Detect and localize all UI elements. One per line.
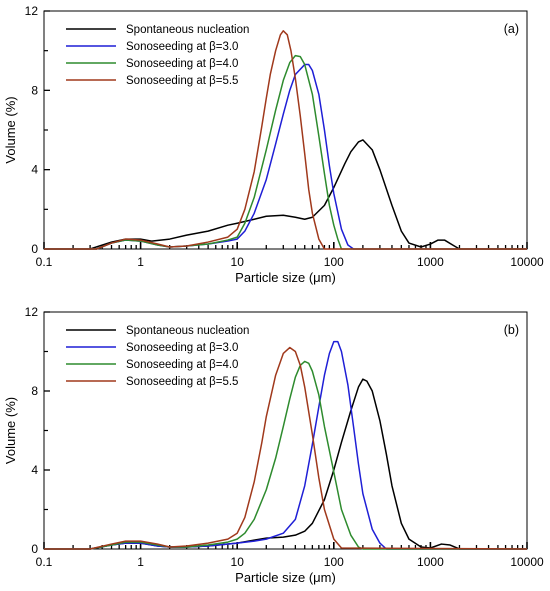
series-line-2 bbox=[44, 63, 527, 250]
legend-label: Sonoseeding at β=5.5 bbox=[126, 376, 238, 388]
legend-label: Sonoseeding at β=3.0 bbox=[126, 41, 238, 53]
plot-frame bbox=[43, 311, 528, 550]
plot-frame bbox=[43, 10, 528, 250]
y-tick-label: 12 bbox=[25, 305, 39, 319]
panel-b: 0.1 1 10 100 1000 10000 0 4 8 12 Particle size (μm… bbox=[3, 305, 544, 585]
x-axis-title: Particle size (μm) bbox=[235, 570, 336, 585]
panel-a: 0.1 1 10 100 1000 10000 0 4 8 12 Particle size (μm… bbox=[3, 4, 544, 285]
legend-label: Sonoseeding at β=3.0 bbox=[126, 342, 238, 354]
x-tick-label: 100 bbox=[324, 255, 344, 269]
series-line-3 bbox=[44, 360, 527, 550]
y-tick-label: 8 bbox=[31, 384, 38, 398]
legend-label: Sonoseeding at β=5.5 bbox=[126, 75, 238, 87]
y-tick-label: 4 bbox=[31, 463, 38, 477]
legend-label: Sonoseeding at β=4.0 bbox=[126, 359, 238, 371]
x-axis-title: Particle size (μm) bbox=[235, 270, 336, 285]
x-tick-label: 100 bbox=[324, 555, 344, 569]
x-tick-label: 1000 bbox=[417, 555, 444, 569]
y-tick-label: 0 bbox=[31, 242, 38, 256]
panel-label: (b) bbox=[504, 323, 519, 337]
x-tick-label: 10000 bbox=[510, 555, 544, 569]
series-line-1 bbox=[44, 139, 527, 250]
series-line-4 bbox=[44, 346, 528, 550]
x-tick-label: 10 bbox=[231, 255, 245, 269]
series-line-1 bbox=[44, 378, 527, 550]
series-line-2 bbox=[44, 340, 527, 550]
y-tick-label: 4 bbox=[31, 163, 38, 177]
x-tick-label: 10000 bbox=[510, 255, 544, 269]
panel-label: (a) bbox=[504, 22, 519, 36]
x-tick-label: 1000 bbox=[417, 255, 444, 269]
x-tick-label: 10 bbox=[231, 555, 245, 569]
series-line-4 bbox=[44, 30, 527, 250]
x-tick-label: 0.1 bbox=[36, 555, 53, 569]
y-tick-label: 0 bbox=[31, 542, 38, 556]
x-tick-label: 1 bbox=[137, 555, 144, 569]
legend-label: Spontaneous nucleation bbox=[126, 325, 249, 337]
legend-label: Spontaneous nucleation bbox=[126, 24, 249, 36]
series-line-3 bbox=[44, 54, 527, 250]
x-tick-label: 1 bbox=[137, 255, 144, 269]
y-tick-label: 12 bbox=[25, 4, 39, 18]
y-tick-label: 8 bbox=[31, 83, 38, 97]
legend-label: Sonoseeding at β=4.0 bbox=[126, 58, 238, 70]
y-axis-title: Volume (%) bbox=[3, 397, 18, 464]
y-axis-title: Volume (%) bbox=[3, 96, 18, 163]
x-tick-label: 0.1 bbox=[36, 255, 53, 269]
